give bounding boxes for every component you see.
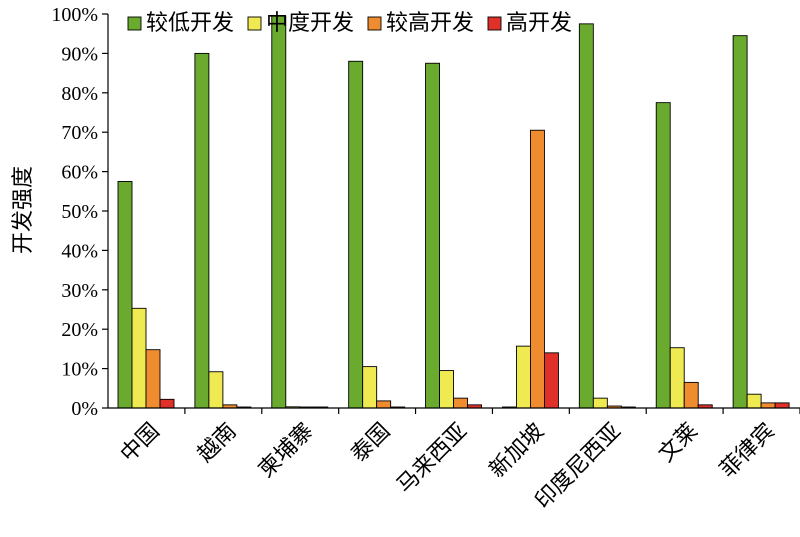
y-tick-label: 70% (61, 122, 98, 144)
bar-2-2 (208, 371, 224, 409)
x-tick-label: 中国 (116, 419, 165, 468)
bar-3-8 (683, 381, 699, 409)
y-tick-label: 0% (71, 398, 98, 420)
x-tick-label: 文莱 (654, 419, 703, 468)
y-tick-label: 20% (61, 319, 98, 341)
y-tick-label: 60% (61, 162, 98, 184)
x-tick-label: 泰国 (347, 419, 396, 468)
bar-4-9 (774, 402, 790, 409)
bar-3-4 (376, 400, 392, 409)
bar-2-4 (362, 366, 378, 409)
bar-2-9 (746, 393, 762, 409)
legend-swatch (367, 16, 382, 31)
legend-swatch (487, 16, 502, 31)
bar-2-8 (669, 347, 685, 409)
y-tick-label: 90% (61, 43, 98, 65)
x-tick-label: 新加坡 (485, 419, 549, 483)
y-axis-label: 开发强度 (11, 166, 36, 254)
bar-1-1 (117, 180, 133, 409)
x-tick-label: 马来西亚 (392, 419, 472, 499)
x-tick-label: 菲律宾 (715, 419, 779, 483)
legend-label: 较低开发 (146, 11, 234, 36)
bar-4-6 (543, 352, 559, 409)
legend-swatch (127, 16, 142, 31)
bar-3-9 (760, 402, 776, 409)
bar-3-1 (145, 349, 161, 409)
bar-1-3 (271, 15, 287, 409)
bar-1-2 (194, 52, 210, 409)
y-tick-label: 100% (51, 4, 98, 26)
legend-label: 较高开发 (386, 11, 474, 36)
x-tick-label: 柬埔寨 (254, 419, 318, 483)
legend-swatch (247, 16, 262, 31)
bar-1-9 (732, 35, 748, 409)
bar-2-6 (515, 345, 531, 409)
y-axis: 0% 10% 20% 30% 40% 50% 60% 70% 80% 90% 100% (51, 4, 109, 420)
bar-2-5 (439, 370, 455, 409)
y-tick-label: 30% (61, 280, 98, 302)
bar-2-1 (131, 307, 147, 409)
bar-4-1 (159, 398, 175, 409)
bar-1-8 (655, 102, 671, 409)
legend: 较低开发 中度开发 较高开发 高开发 (127, 11, 572, 36)
bar-1-7 (578, 23, 594, 409)
x-tick-label: 越南 (193, 419, 242, 468)
y-tick-label: 50% (61, 201, 98, 223)
bar-2-7 (592, 397, 608, 409)
bar-1-4 (348, 60, 364, 409)
bar-1-5 (425, 62, 441, 409)
bars-group (117, 15, 790, 409)
y-tick-label: 80% (61, 83, 98, 105)
bar-3-6 (529, 129, 545, 409)
legend-label: 中度开发 (266, 11, 354, 36)
bar-3-5 (453, 397, 469, 409)
legend-label: 高开发 (506, 11, 572, 36)
y-tick-label: 10% (61, 359, 98, 381)
y-tick-label: 40% (61, 240, 98, 262)
